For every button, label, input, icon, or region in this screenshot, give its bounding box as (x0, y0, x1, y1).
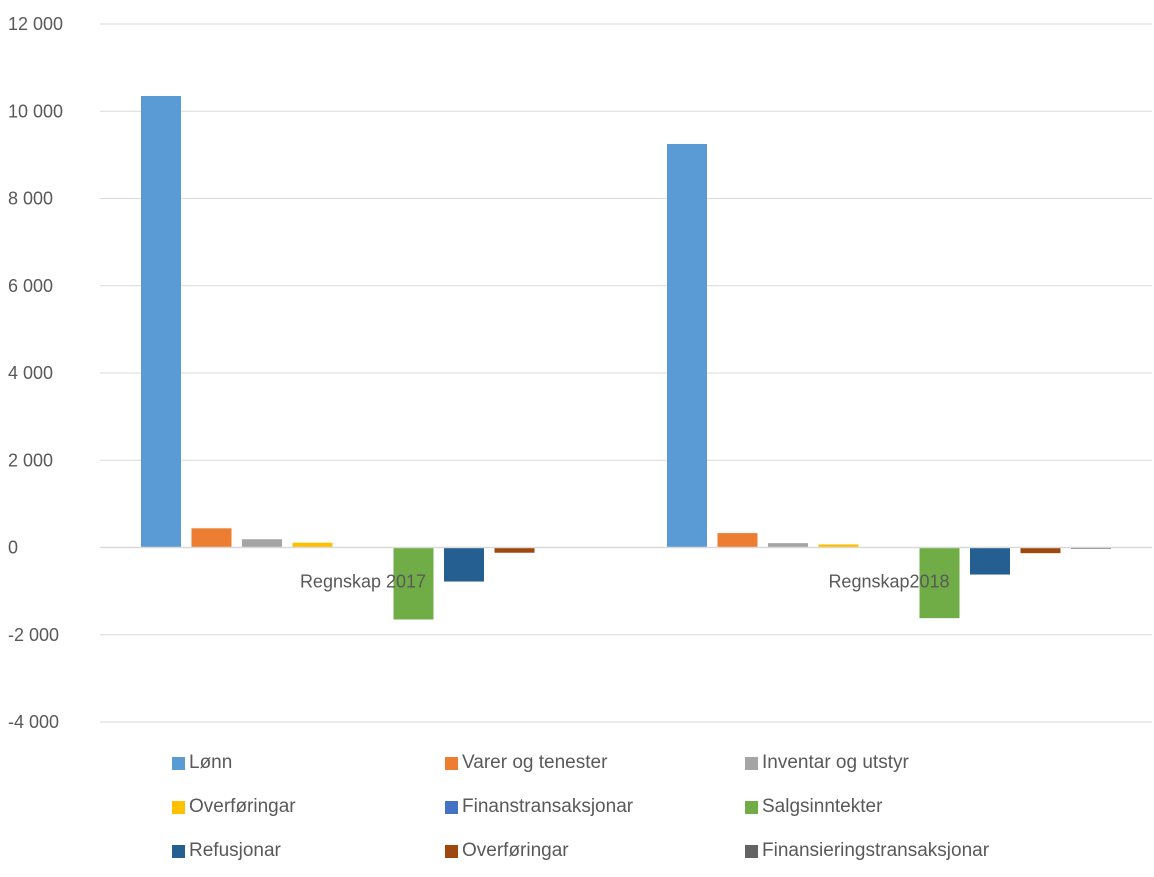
legend-swatch (172, 756, 185, 770)
legend-swatch (445, 844, 458, 858)
legend-swatch (745, 800, 758, 814)
bar (768, 543, 808, 548)
legend-swatch (172, 800, 185, 814)
legend-item: Inventar og utstyr (745, 751, 909, 775)
y-tick-label: 6 000 (8, 276, 53, 296)
bar (141, 95, 181, 548)
legend-item: Finanstransaksjonar (445, 795, 633, 819)
legend-label: Overføringar (189, 796, 296, 817)
bar (717, 533, 758, 548)
bar (494, 547, 535, 553)
bar (191, 528, 232, 548)
y-tick-label: 10 000 (8, 101, 63, 121)
y-tick-label: 0 (8, 538, 18, 558)
legend-label: Overføringar (462, 840, 569, 861)
legend-label: Refusjonar (189, 840, 281, 861)
bar (667, 143, 707, 548)
bars (141, 95, 1111, 620)
bar (970, 547, 1010, 575)
y-tick-label: -2 000 (8, 625, 59, 645)
legend-swatch (745, 844, 758, 858)
bar (444, 547, 484, 582)
y-axis-tick-labels: -4 000 -2 000 0 2 000 4 000 6 000 8 000 10 000 1… (8, 14, 63, 732)
legend-swatch (745, 756, 758, 770)
legend-item: Salgsinntekter (745, 795, 882, 819)
legend-swatch (445, 800, 458, 814)
legend-label: Salgsinntekter (762, 796, 883, 817)
y-tick-label: 2 000 (8, 450, 53, 470)
y-tick-label: 4 000 (8, 363, 53, 383)
legend-label: Inventar og utstyr (762, 752, 909, 773)
x-category-label: Regnskap 2017 (300, 572, 426, 592)
bar (393, 547, 434, 620)
legend-item: Refusjonar (172, 839, 281, 863)
legend-swatch (172, 844, 185, 858)
legend-item: Overføringar (445, 839, 569, 863)
y-tick-label: -4 000 (8, 712, 59, 732)
legend-label: Finansieringstransaksjonar (762, 840, 990, 861)
bar (242, 539, 282, 548)
legend-item: Lønn (172, 751, 232, 775)
legend-label: Finanstransaksjonar (462, 796, 634, 817)
x-axis-category-labels: Regnskap 2017 Regnskap2018 (300, 572, 950, 592)
bar (1020, 547, 1061, 554)
bar (818, 544, 859, 548)
legend-label: Varer og tenester (462, 752, 608, 773)
y-tick-label: 12 000 (8, 14, 63, 34)
legend-item: Varer og tenester (445, 751, 607, 775)
legend-swatch (445, 756, 458, 770)
legend-item: Finansieringstransaksjonar (745, 839, 989, 863)
legend-item: Overføringar (172, 795, 296, 819)
x-category-label: Regnskap2018 (828, 572, 949, 592)
y-tick-label: 8 000 (8, 189, 53, 209)
bar (292, 542, 333, 548)
bar (919, 547, 960, 619)
gridlines (100, 23, 1152, 723)
legend-label: Lønn (189, 752, 233, 773)
